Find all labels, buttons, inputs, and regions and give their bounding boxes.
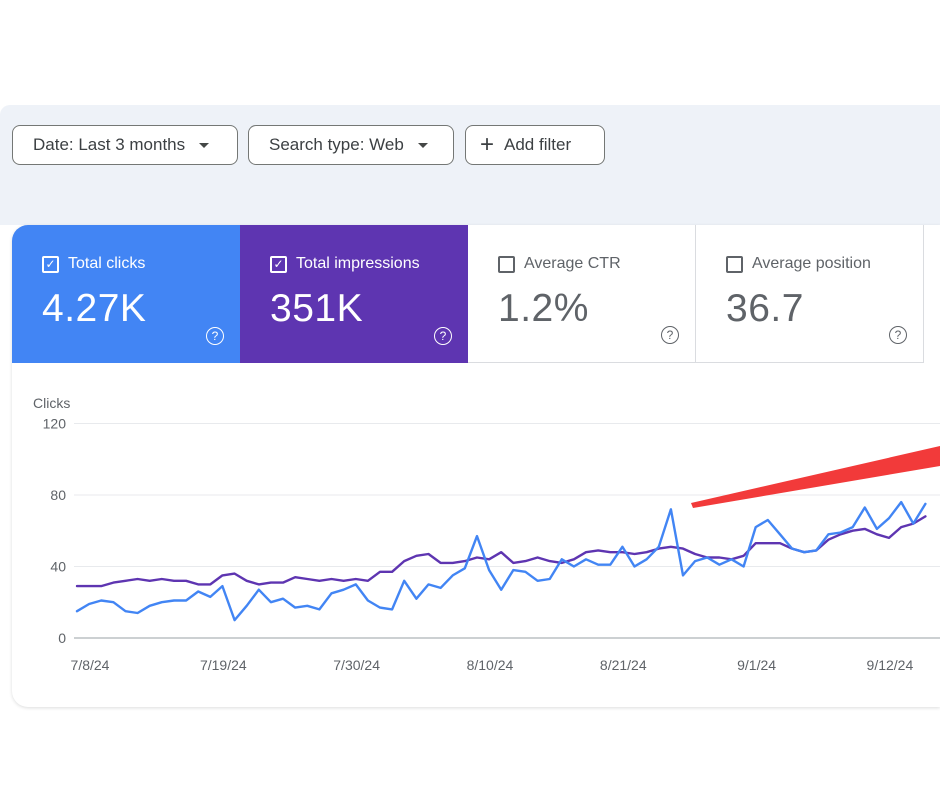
metric-average-ctr[interactable]: Average CTR 1.2% ? xyxy=(468,225,696,363)
search-type-label: Search type: Web xyxy=(269,135,404,154)
metric-total-impressions[interactable]: ✓ Total impressions 351K ? xyxy=(240,225,468,363)
performance-card: ✓ Total clicks 4.27K ? ✓ Total impressio… xyxy=(12,225,940,707)
date-filter-label: Date: Last 3 months xyxy=(33,135,186,154)
y-tick-label: 120 xyxy=(43,415,67,431)
metric-label: Average CTR xyxy=(524,255,621,272)
checkbox-checked-icon[interactable]: ✓ xyxy=(42,255,59,273)
metric-label: Total clicks xyxy=(68,255,146,272)
series-line xyxy=(75,515,927,588)
x-tick-label: 9/12/24 xyxy=(867,657,914,673)
help-icon[interactable]: ? xyxy=(434,327,452,345)
date-filter-chip[interactable]: Date: Last 3 months xyxy=(12,125,238,165)
metric-total-clicks[interactable]: ✓ Total clicks 4.27K ? xyxy=(12,225,240,363)
x-tick-label: 8/21/24 xyxy=(600,657,647,673)
y-tick-label: 40 xyxy=(50,558,66,574)
metric-label: Total impressions xyxy=(296,255,420,272)
add-filter-button[interactable]: + Add filter xyxy=(465,125,605,165)
plus-icon: + xyxy=(480,131,495,158)
metric-value: 351K xyxy=(270,287,364,330)
help-icon[interactable]: ? xyxy=(889,326,907,344)
dropdown-arrow-icon xyxy=(199,142,210,148)
checkbox-unchecked-icon[interactable] xyxy=(726,255,743,273)
help-icon[interactable]: ? xyxy=(206,327,224,345)
checkbox-unchecked-icon[interactable] xyxy=(498,255,515,273)
x-tick-label: 7/8/24 xyxy=(71,657,110,673)
metric-value: 1.2% xyxy=(498,287,589,330)
x-tick-label: 7/19/24 xyxy=(200,657,247,673)
checkbox-checked-icon[interactable]: ✓ xyxy=(270,255,287,273)
y-tick-label: 80 xyxy=(50,487,66,503)
help-icon[interactable]: ? xyxy=(661,326,679,344)
y-tick-label: 0 xyxy=(58,630,66,646)
x-tick-label: 7/30/24 xyxy=(333,657,380,673)
add-filter-label: Add filter xyxy=(504,135,572,154)
x-tick-label: 8/10/24 xyxy=(467,657,514,673)
y-axis-title: Clicks xyxy=(33,395,70,411)
metric-average-position[interactable]: Average position 36.7 ? xyxy=(696,225,924,363)
x-tick-label: 9/1/24 xyxy=(737,657,776,673)
metric-label: Average position xyxy=(752,255,871,272)
metric-value: 36.7 xyxy=(726,287,804,330)
metric-value: 4.27K xyxy=(42,287,147,330)
annotation-arrow xyxy=(691,446,940,508)
dropdown-arrow-icon xyxy=(417,142,428,148)
search-type-filter-chip[interactable]: Search type: Web xyxy=(248,125,454,165)
series-line xyxy=(75,500,927,622)
